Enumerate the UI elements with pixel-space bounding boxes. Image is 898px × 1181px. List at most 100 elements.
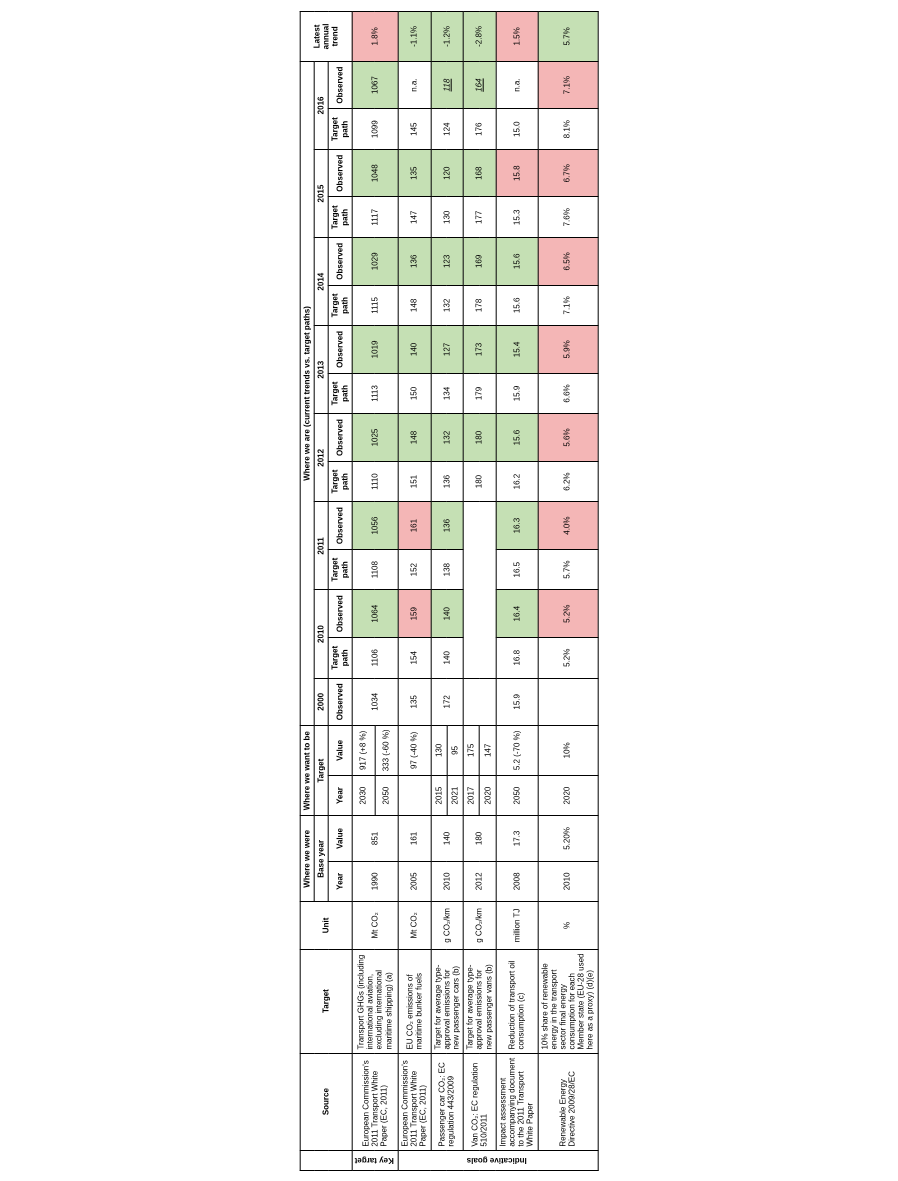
cell-trend: 5.7% xyxy=(538,11,598,61)
cell-target-path: 7.6% xyxy=(538,196,598,237)
cell-target-path: 148 xyxy=(398,285,431,326)
cell-target-path: 154 xyxy=(398,637,431,678)
cell-base-value: 5.20% xyxy=(538,815,598,860)
hdr-tp: Target path xyxy=(329,637,352,678)
cell-observed: 1019 xyxy=(352,325,398,372)
hdr-tp: Target path xyxy=(329,285,352,326)
cell-source: Renewable Energy Directive 2009/28/EC xyxy=(538,1053,598,1150)
targets-table: SourceTargetUnitWhere we wereWhere we wa… xyxy=(300,11,599,1171)
cell-base-value: 180 xyxy=(463,815,496,860)
cell-target-path: 138 xyxy=(431,549,464,590)
cell-target-path: 8.1% xyxy=(538,108,598,149)
hdr-where-we-want: Where we want to be xyxy=(300,725,314,815)
cell-target: Transport GHGs (including international … xyxy=(352,949,398,1053)
cell-target-value: 147 xyxy=(480,725,496,775)
cell-unit: Mt CO₂ xyxy=(352,901,398,948)
cell-observed: 180 xyxy=(463,413,496,460)
cell-observed: 1025 xyxy=(352,413,398,460)
hdr-tp: Target path xyxy=(329,196,352,237)
cell-source: Van CO₂: EC regulation 510/2011 xyxy=(463,1053,496,1150)
cell-base-year: 2005 xyxy=(398,861,431,902)
cell-observed: 148 xyxy=(398,413,431,460)
cell-observed: 136 xyxy=(398,237,431,284)
rotated-sheet: SourceTargetUnitWhere we wereWhere we wa… xyxy=(300,11,599,1171)
cell-target-path: 145 xyxy=(398,108,431,149)
cell-observed: 123 xyxy=(431,237,464,284)
hdr-by-value: Value xyxy=(329,815,352,860)
cell-target-path: 1117 xyxy=(352,196,398,237)
cell-target-path: 176 xyxy=(463,108,496,149)
hdr-tg-year: Year xyxy=(329,775,352,816)
cell-target-path: 1099 xyxy=(352,108,398,149)
cell-observed: 161 xyxy=(398,501,431,548)
cell-observed: 1048 xyxy=(352,149,398,196)
cell-observed: 5.2% xyxy=(538,589,598,636)
hdr-y2015: 2015 xyxy=(314,149,328,237)
hdr-unit: Unit xyxy=(300,901,352,948)
hdr-latest-trend: Latest annual trend xyxy=(300,11,352,61)
cell-target-path: 1110 xyxy=(352,461,398,502)
hdr-target-col: Target xyxy=(314,725,328,815)
cell-unit: g CO₂/km xyxy=(431,901,464,948)
hdr-y2012: 2012 xyxy=(314,413,328,501)
cell-observed: n.a. xyxy=(496,61,538,109)
cell-target-year: 2050 xyxy=(496,775,538,816)
table-row: Van CO₂: EC regulation 510/2011Target fo… xyxy=(463,11,479,1170)
hdr-obs: Observed xyxy=(329,61,352,109)
cell-source: European Commission's 2011 Transport Whi… xyxy=(398,1053,431,1150)
hdr-obs: Observed xyxy=(329,149,352,196)
cell-observed: 4.0% xyxy=(538,501,598,548)
cell-target: Target for average type-approval emissio… xyxy=(463,949,496,1053)
cell-observed: 136 xyxy=(431,501,464,548)
table-row: Key targetEuropean Commission's 2011 Tra… xyxy=(352,11,375,1170)
cell-observed: n.a. xyxy=(398,61,431,109)
cell-target-path: 151 xyxy=(398,461,431,502)
cell-observed: 159 xyxy=(398,589,431,636)
hdr-where-we-are: Where we are (current trends vs. target … xyxy=(300,61,314,725)
cell-unit: % xyxy=(538,901,598,948)
cell-target-year: 2020 xyxy=(480,775,496,816)
cell-target: EU CO₂ emissions of maritime bunker fuel… xyxy=(398,949,431,1053)
cell-obs2000: 135 xyxy=(398,678,431,725)
hdr-tp: Target path xyxy=(329,373,352,414)
hdr-source: Source xyxy=(300,1053,352,1150)
hdr-tg-value: Value xyxy=(329,725,352,775)
cell-observed: 1029 xyxy=(352,237,398,284)
cell-target-path: 124 xyxy=(431,108,464,149)
hdr-y2010: 2010 xyxy=(314,589,328,677)
cell-base-value: 17.3 xyxy=(496,815,538,860)
cell-target-value: 130 xyxy=(431,725,447,775)
cell-observed: 135 xyxy=(398,149,431,196)
cell-obs2000 xyxy=(538,678,598,725)
cell-base-value: 161 xyxy=(398,815,431,860)
cell-target: 10% share of renewable energy in the tra… xyxy=(538,949,598,1053)
cell-target-path: 147 xyxy=(398,196,431,237)
cell-base-year: 2010 xyxy=(431,861,464,902)
cell-obs2000 xyxy=(463,678,496,725)
table-row: Indicative goalsEuropean Commission's 20… xyxy=(398,11,431,1170)
cell-target-value: 175 xyxy=(463,725,479,775)
cell-trend: -1.2% xyxy=(431,11,464,61)
hdr-target: Target xyxy=(300,949,352,1053)
hdr-obs: Observed xyxy=(329,501,352,548)
cell-empty-span xyxy=(463,501,496,677)
cell-observed: 16.4 xyxy=(496,589,538,636)
cell-target-year: 2021 xyxy=(447,775,463,816)
cell-base-year: 2008 xyxy=(496,861,538,902)
cell-observed: 15.6 xyxy=(496,237,538,284)
cell-target-path: 136 xyxy=(431,461,464,502)
cell-source: European Commission's 2011 Transport Whi… xyxy=(352,1053,398,1150)
cell-target-path: 15.0 xyxy=(496,108,538,149)
cell-target-path: 5.7% xyxy=(538,549,598,590)
cell-target-path: 1115 xyxy=(352,285,398,326)
hdr-by-year: Year xyxy=(329,861,352,902)
cell-observed: 118 xyxy=(431,61,464,109)
cell-unit: Mt CO₂ xyxy=(398,901,431,948)
cell-base-year: 1990 xyxy=(352,861,398,902)
cell-target-path: 152 xyxy=(398,549,431,590)
hdr-base-year: Base year xyxy=(314,815,328,901)
cell-base-value: 140 xyxy=(431,815,464,860)
cell-unit: million TJ xyxy=(496,901,538,948)
cell-target-path: 15.6 xyxy=(496,285,538,326)
cell-target-path: 177 xyxy=(463,196,496,237)
